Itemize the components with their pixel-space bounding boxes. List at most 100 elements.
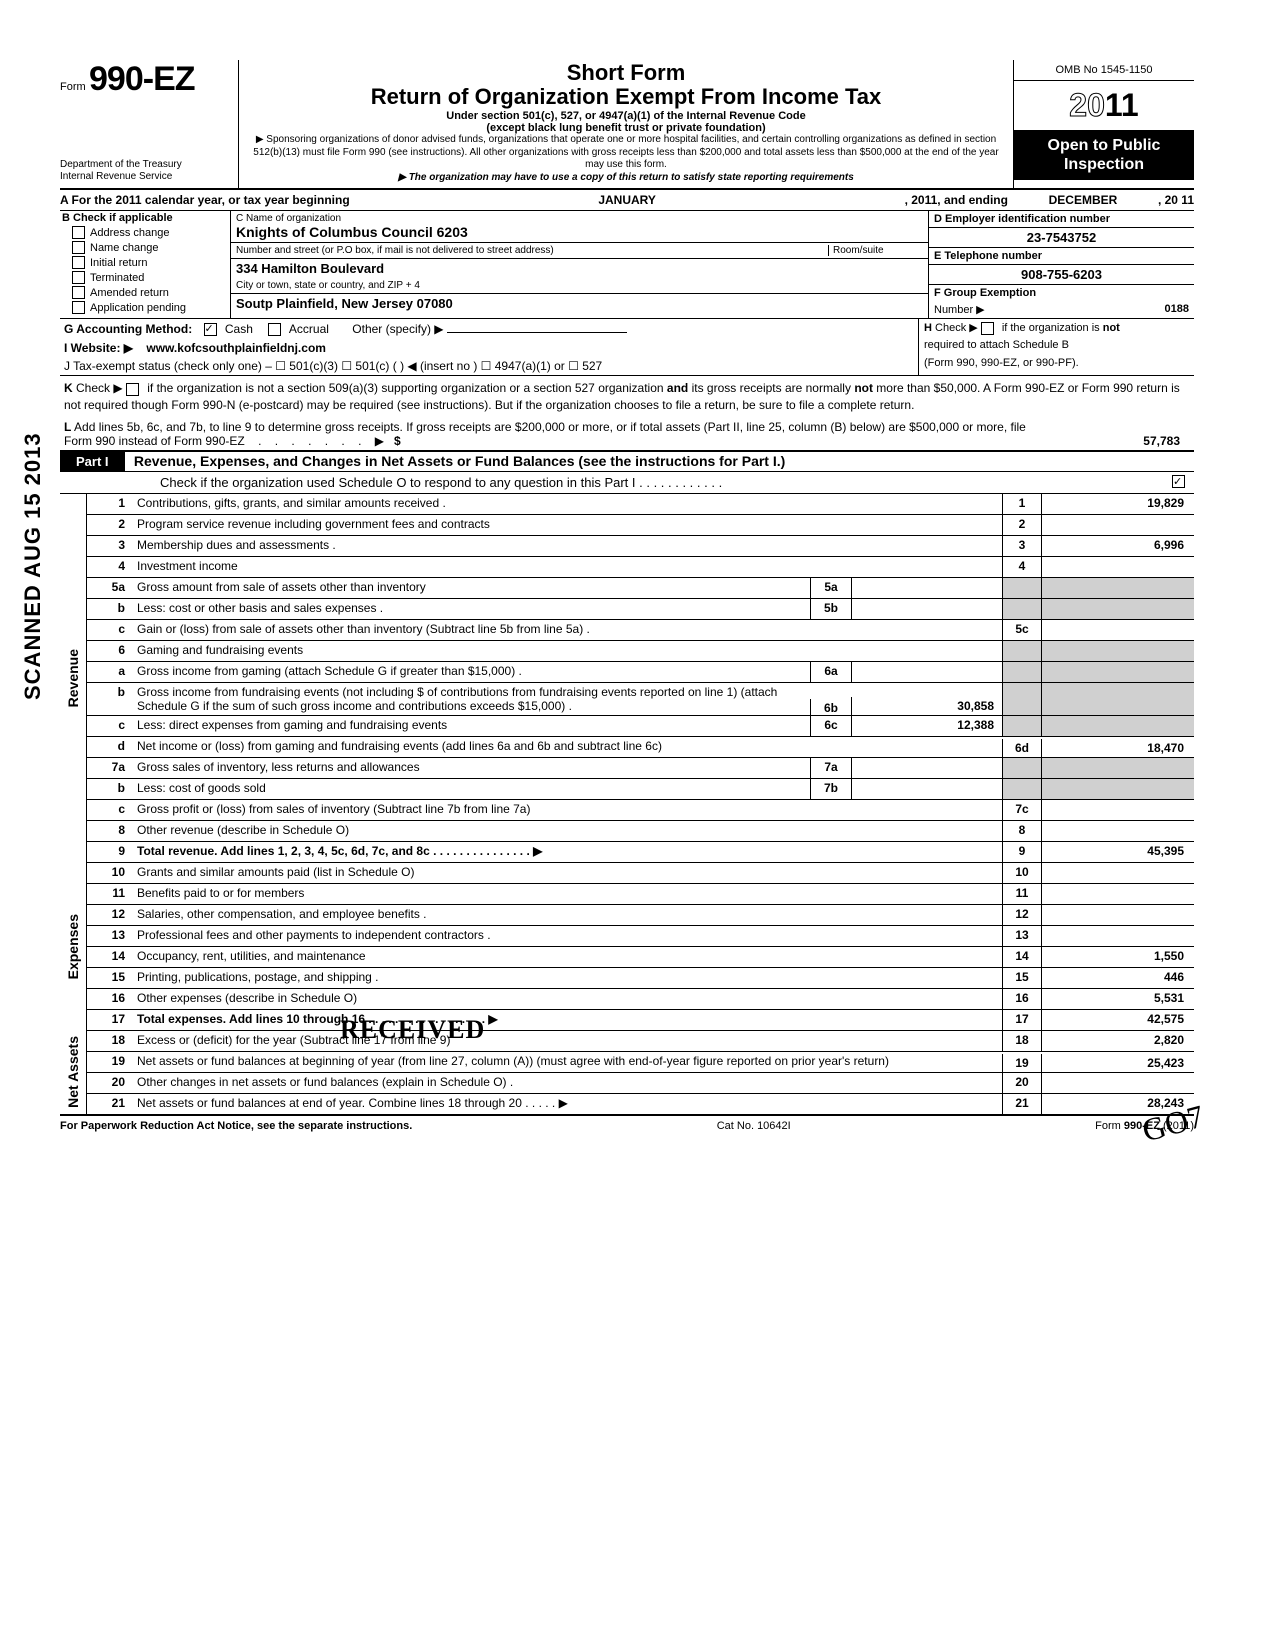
i-label: I Website: ▶ xyxy=(64,341,133,355)
org-name-row: C Name of organization Knights of Columb… xyxy=(231,211,928,243)
chk-amended[interactable]: Amended return xyxy=(60,285,230,300)
header-center: Short Form Return of Organization Exempt… xyxy=(239,60,1013,188)
form-page: SCANNED AUG 15 2013 Form 990-EZ Departme… xyxy=(0,0,1264,1172)
ein-value: 23-7543752 xyxy=(929,228,1194,248)
line-h-cont2: (Form 990, 990-EZ, or 990-PF). xyxy=(919,357,1194,375)
checkbox-icon[interactable] xyxy=(72,256,85,269)
city-hdr: City or town, state or country, and ZIP … xyxy=(236,280,420,291)
revenue-rows: 1Contributions, gifts, grants, and simil… xyxy=(87,494,1194,863)
scanned-stamp: SCANNED AUG 15 2013 xyxy=(20,432,46,700)
line-l: L Add lines 5b, 6c, and 7b, to line 9 to… xyxy=(60,418,1194,452)
subtitle1: Under section 501(c), 527, or 4947(a)(1)… xyxy=(247,110,1005,122)
form-header: Form 990-EZ Department of the Treasury I… xyxy=(60,60,1194,190)
header-right: OMB No 1545-1150 2011 Open to Public Ins… xyxy=(1013,60,1194,188)
checkbox-icon[interactable] xyxy=(72,286,85,299)
netassets-rows: 18Excess or (deficit) for the year (Subt… xyxy=(87,1031,1194,1114)
received-stamp: RECEIVED xyxy=(340,1015,485,1045)
f-val-row: Number ▶ 0188 xyxy=(929,301,1194,318)
phone-value: 908-755-6203 xyxy=(929,265,1194,285)
g-text: G Accounting Method: xyxy=(64,322,192,336)
expenses-section: Expenses 10Grants and similar amounts pa… xyxy=(60,863,1194,1031)
checkbox-icon[interactable] xyxy=(72,241,85,254)
expenses-tab: Expenses xyxy=(60,863,87,1031)
chk-initial[interactable]: Initial return xyxy=(60,255,230,270)
short-form-title: Short Form xyxy=(247,60,1005,86)
chk-address[interactable]: Address change xyxy=(60,225,230,240)
c-hdr: C Name of organization xyxy=(236,213,923,224)
footer-left: For Paperwork Reduction Act Notice, see … xyxy=(60,1120,412,1132)
part1-check-row: Check if the organization used Schedule … xyxy=(60,472,1194,494)
footer-mid: Cat No. 10642I xyxy=(717,1120,791,1132)
checkbox-icon[interactable] xyxy=(72,226,85,239)
addr-hdr-row: Number and street (or P.O box, if mail i… xyxy=(231,243,928,259)
line-k: K Check ▶ if the organization is not a s… xyxy=(60,376,1194,418)
tax-year: 2011 xyxy=(1014,81,1194,130)
city-hdr-row: City or town, state or country, and ZIP … xyxy=(231,278,928,294)
omb-number: OMB No 1545-1150 xyxy=(1014,60,1194,81)
addr-val: 334 Hamilton Boulevard xyxy=(231,259,928,278)
return-title: Return of Organization Exempt From Incom… xyxy=(247,84,1005,110)
group-exemption: 0188 xyxy=(985,303,1189,316)
line-a-text: A For the 2011 calendar year, or tax yea… xyxy=(60,193,350,207)
inspection-l2: Inspection xyxy=(1016,155,1192,174)
line-a: A For the 2011 calendar year, or tax yea… xyxy=(60,190,1194,211)
dept-line2: Internal Revenue Service xyxy=(60,171,230,183)
addr-hdr: Number and street (or P.O box, if mail i… xyxy=(236,245,828,256)
chk-name[interactable]: Name change xyxy=(60,240,230,255)
line-j-row: J Tax-exempt status (check only one) – ☐… xyxy=(60,357,1194,376)
dept-treasury: Department of the Treasury Internal Reve… xyxy=(60,159,230,183)
subtitle2: (except black lung benefit trust or priv… xyxy=(247,122,1005,134)
note2: ▶ The organization may have to use a cop… xyxy=(247,172,1005,185)
line-h: H Check ▶ if the organization is not xyxy=(919,319,1194,339)
form-label: Form xyxy=(60,81,86,93)
e-hdr: E Telephone number xyxy=(929,248,1194,265)
line-i: I Website: ▶ www.kofcsouthplainfieldnj.c… xyxy=(60,339,919,357)
g-other: Other (specify) ▶ xyxy=(352,322,443,336)
line-g: G Accounting Method: Cash Accrual Other … xyxy=(60,319,919,339)
revenue-section: Revenue 1Contributions, gifts, grants, a… xyxy=(60,494,1194,863)
chk-pending[interactable]: Application pending xyxy=(60,300,230,315)
chk-k[interactable] xyxy=(126,383,139,396)
year-outline: 20 xyxy=(1069,87,1105,123)
line-a-yr: , 20 11 xyxy=(1158,193,1194,207)
chk-h[interactable] xyxy=(981,322,994,335)
part1-label: Part I xyxy=(60,452,125,471)
chk-part1-scho[interactable] xyxy=(1172,475,1185,488)
col-c-orginfo: C Name of organization Knights of Columb… xyxy=(231,211,928,318)
dept-line1: Department of the Treasury xyxy=(60,159,230,171)
d-hdr: D Employer identification number xyxy=(929,211,1194,228)
netassets-tab: Net Assets xyxy=(60,1031,87,1114)
expenses-rows: 10Grants and similar amounts paid (list … xyxy=(87,863,1194,1031)
checkbox-icon[interactable] xyxy=(72,301,85,314)
org-name: Knights of Columbus Council 6203 xyxy=(236,224,923,240)
year-solid: 11 xyxy=(1105,87,1139,123)
line-i-row: I Website: ▶ www.kofcsouthplainfieldnj.c… xyxy=(60,339,1194,357)
part1-title: Revenue, Expenses, and Changes in Net As… xyxy=(128,451,791,471)
b-header: B Check if applicable xyxy=(60,211,230,225)
page-footer: For Paperwork Reduction Act Notice, see … xyxy=(60,1116,1194,1132)
f-hdr2: Number ▶ xyxy=(934,303,985,316)
header-left: Form 990-EZ Department of the Treasury I… xyxy=(60,60,239,188)
netassets-section: Net Assets 18Excess or (deficit) for the… xyxy=(60,1031,1194,1116)
line-a-end: DECEMBER xyxy=(1008,193,1158,207)
chk-terminated[interactable]: Terminated xyxy=(60,270,230,285)
line-h-cont: required to attach Schedule B xyxy=(919,339,1194,357)
city-val: Soutp Plainfield, New Jersey 07080 xyxy=(231,294,928,313)
inspection-l1: Open to Public xyxy=(1016,136,1192,155)
chk-cash[interactable] xyxy=(204,323,217,336)
part1-check-text: Check if the organization used Schedule … xyxy=(160,475,1172,490)
chk-accrual[interactable] xyxy=(268,323,281,336)
col-d-ids: D Employer identification number 23-7543… xyxy=(928,211,1194,318)
f-hdr: F Group Exemption xyxy=(929,285,1194,301)
note1: ▶ Sponsoring organizations of donor advi… xyxy=(247,134,1005,172)
form-number: 990-EZ xyxy=(89,60,195,99)
checkbox-icon[interactable] xyxy=(72,271,85,284)
part1-header-row: Part I Revenue, Expenses, and Changes in… xyxy=(60,452,1194,472)
line-j: J Tax-exempt status (check only one) – ☐… xyxy=(60,357,919,375)
revenue-tab: Revenue xyxy=(60,494,87,863)
line-l-text: L Add lines 5b, 6c, and 7b, to line 9 to… xyxy=(64,420,1040,448)
org-info-grid: B Check if applicable Address change Nam… xyxy=(60,211,1194,318)
line-a-begin: JANUARY xyxy=(350,193,905,207)
inspection-box: Open to Public Inspection xyxy=(1014,130,1194,180)
line-a-mid: , 2011, and ending xyxy=(905,193,1008,207)
